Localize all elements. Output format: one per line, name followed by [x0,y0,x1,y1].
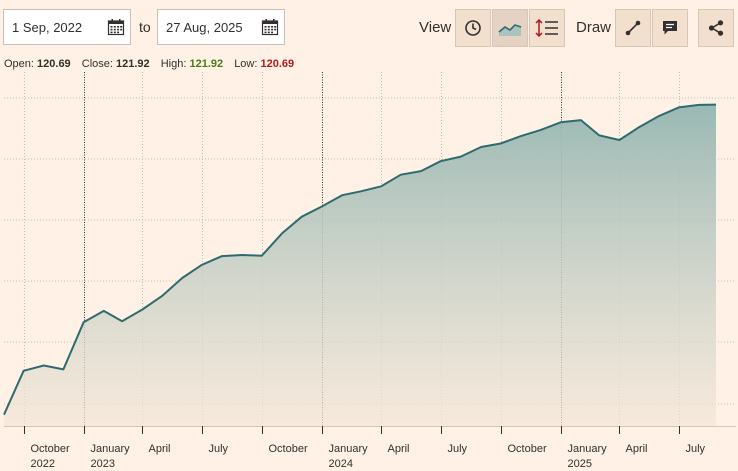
x-tick-year-label: 2022 [31,458,55,470]
x-tick-label: January [329,443,369,455]
area-fill [4,104,716,426]
high-label: High: [160,58,187,70]
x-tick-label: January [91,443,131,455]
to-label: to [139,19,151,35]
chart-type-button[interactable] [492,9,528,47]
indicators-button[interactable] [529,9,565,47]
x-tick-label: October [508,443,547,455]
x-tick-label: July [448,443,468,455]
ohlc-readout: Open: 120.69 Close: 121.92 High: 121.92 … [4,58,294,70]
low-value: 120.69 [260,58,295,70]
x-tick-year-label: 2025 [568,458,592,470]
from-date-input[interactable]: 1 Sep, 2022 [3,9,131,45]
x-tick-label: October [269,443,308,455]
annotation-icon [663,21,677,35]
x-tick-year-label: 2023 [91,458,115,470]
x-tick-label: July [209,443,229,455]
x-tick-label: April [388,443,410,455]
calendar-icon[interactable] [107,18,125,36]
share-button[interactable] [698,9,734,47]
close-label: Close: [81,58,113,70]
high-value: 121.92 [189,58,224,70]
line-chart-icon [498,24,522,36]
x-tick-label: October [31,443,70,455]
to-date-input[interactable]: 27 Aug, 2025 [157,9,285,45]
close-value: 121.92 [116,58,150,70]
series-area [3,103,717,426]
low-label: Low: [234,58,258,70]
x-tick-year-label: 2024 [329,458,353,470]
clock-icon [465,20,481,36]
annotation-button[interactable] [652,9,688,47]
share-icon [708,20,724,36]
x-tick-label: January [568,443,608,455]
from-date-value: 1 Sep, 2022 [12,19,83,35]
x-axis: October 2022 January 2023 April July October Ja… [4,426,736,470]
time-range-button[interactable] [455,9,491,47]
toolbar: 1 Sep, 2022 to 27 Aug, 2025 [0,0,738,52]
indicators-icon [535,18,558,38]
draw-line-button[interactable] [615,9,651,47]
x-tick-label: July [686,443,706,455]
calendar-icon[interactable] [261,18,279,36]
draw-label: Draw [576,19,612,36]
x-tick-label: April [149,443,171,455]
open-label: Open: [4,58,34,70]
view-label: View [419,19,452,36]
open-value: 120.69 [37,58,71,70]
to-date-value: 27 Aug, 2025 [166,19,243,35]
draw-line-icon [625,20,641,36]
x-tick-label: April [626,443,648,455]
